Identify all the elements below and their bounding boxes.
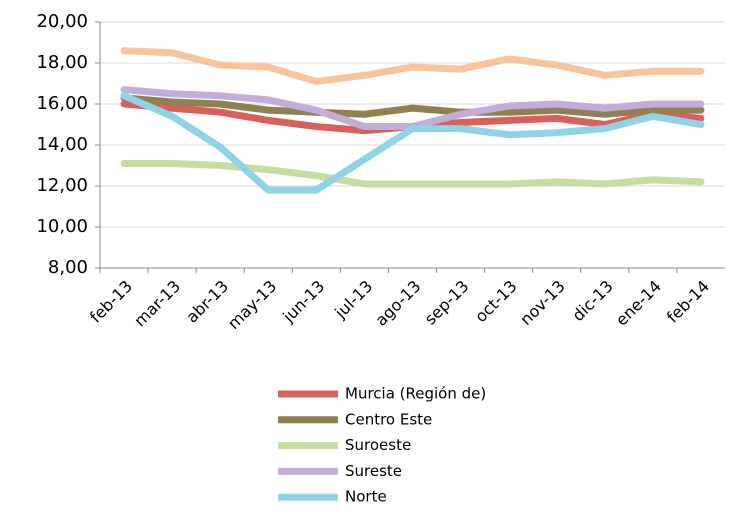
y-tick-label: 20,00 bbox=[36, 11, 88, 32]
y-tick-label: 14,00 bbox=[36, 134, 88, 155]
x-tick-label: feb-13 bbox=[86, 277, 136, 327]
series-line bbox=[120, 159, 705, 188]
x-tick-label: dic-13 bbox=[568, 277, 616, 325]
x-tick-label: jul-13 bbox=[330, 277, 376, 323]
legend-label: Murcia (Región de) bbox=[345, 385, 486, 403]
legend-label: Centro Este bbox=[345, 410, 432, 428]
x-tick-label: mar-13 bbox=[130, 277, 184, 331]
y-tick-label: 16,00 bbox=[36, 93, 88, 114]
x-tick-label: may-13 bbox=[224, 277, 280, 333]
y-tick-label: 8,00 bbox=[48, 257, 88, 278]
x-tick-label: sep-13 bbox=[421, 277, 473, 329]
x-tick-label: ago-13 bbox=[371, 277, 424, 330]
legend-label: Suroeste bbox=[345, 436, 411, 454]
series-line bbox=[120, 47, 705, 85]
x-tick-label: jun-13 bbox=[278, 277, 328, 327]
series-line bbox=[120, 94, 705, 118]
x-tick-label: feb-14 bbox=[663, 277, 713, 327]
y-tick-label: 12,00 bbox=[36, 175, 88, 196]
series-line bbox=[120, 92, 705, 194]
legend-label: Norte bbox=[345, 488, 387, 506]
x-tick-label: nov-13 bbox=[516, 277, 568, 329]
y-tick-label: 18,00 bbox=[36, 52, 88, 73]
legend-label: Sureste bbox=[345, 462, 402, 480]
x-tick-label: ene-14 bbox=[612, 277, 665, 330]
y-tick-label: 10,00 bbox=[36, 216, 88, 237]
x-tick-label: oct-13 bbox=[471, 277, 520, 326]
